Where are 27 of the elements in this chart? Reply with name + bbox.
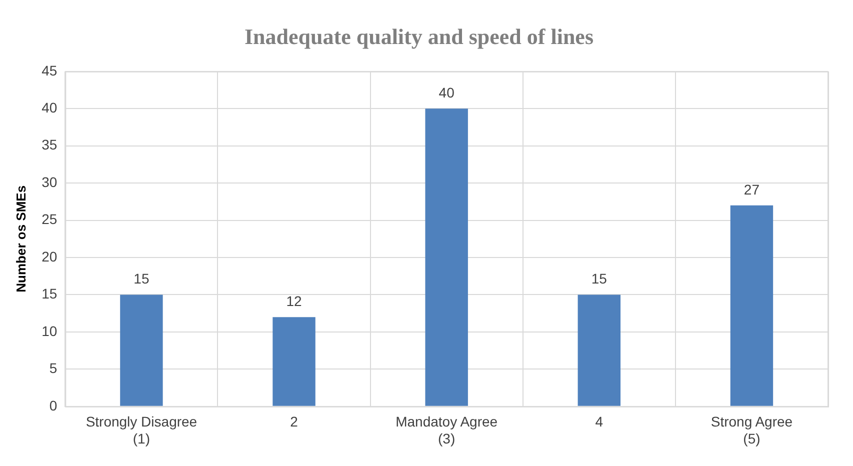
y-tick-label: 25 xyxy=(42,211,58,228)
x-tick-label: Strongly Disagree (1) xyxy=(86,414,198,446)
data-label: 12 xyxy=(286,292,302,309)
y-tick-label: 40 xyxy=(42,99,58,116)
y-tick-label: 10 xyxy=(42,322,58,339)
data-label: 15 xyxy=(134,270,150,287)
y-tick-label: 30 xyxy=(42,174,58,190)
data-label: 27 xyxy=(744,181,760,198)
bar xyxy=(578,294,621,406)
x-tick-label: Strong Agree (5) xyxy=(710,414,793,446)
y-tick-label: 15 xyxy=(42,286,58,302)
y-axis-title: Number os SMEs xyxy=(13,185,28,292)
y-tick-label: 0 xyxy=(49,397,58,414)
bar xyxy=(730,205,774,406)
y-tick-label: 5 xyxy=(49,360,58,376)
bar xyxy=(272,317,316,406)
y-tick-label: 20 xyxy=(42,248,58,264)
chart-title: Inadequate quality and speed of lines xyxy=(244,24,594,49)
bar xyxy=(120,294,163,406)
data-label: 40 xyxy=(438,84,455,100)
x-tick-label: 2 xyxy=(290,414,298,430)
data-label: 15 xyxy=(591,270,608,287)
x-tick-label: 4 xyxy=(595,414,604,430)
x-tick-label: Mandatoy Agree (3) xyxy=(396,414,498,446)
y-tick-label: 35 xyxy=(42,136,58,153)
y-tick-label: 45 xyxy=(42,62,58,78)
bar xyxy=(425,108,468,406)
